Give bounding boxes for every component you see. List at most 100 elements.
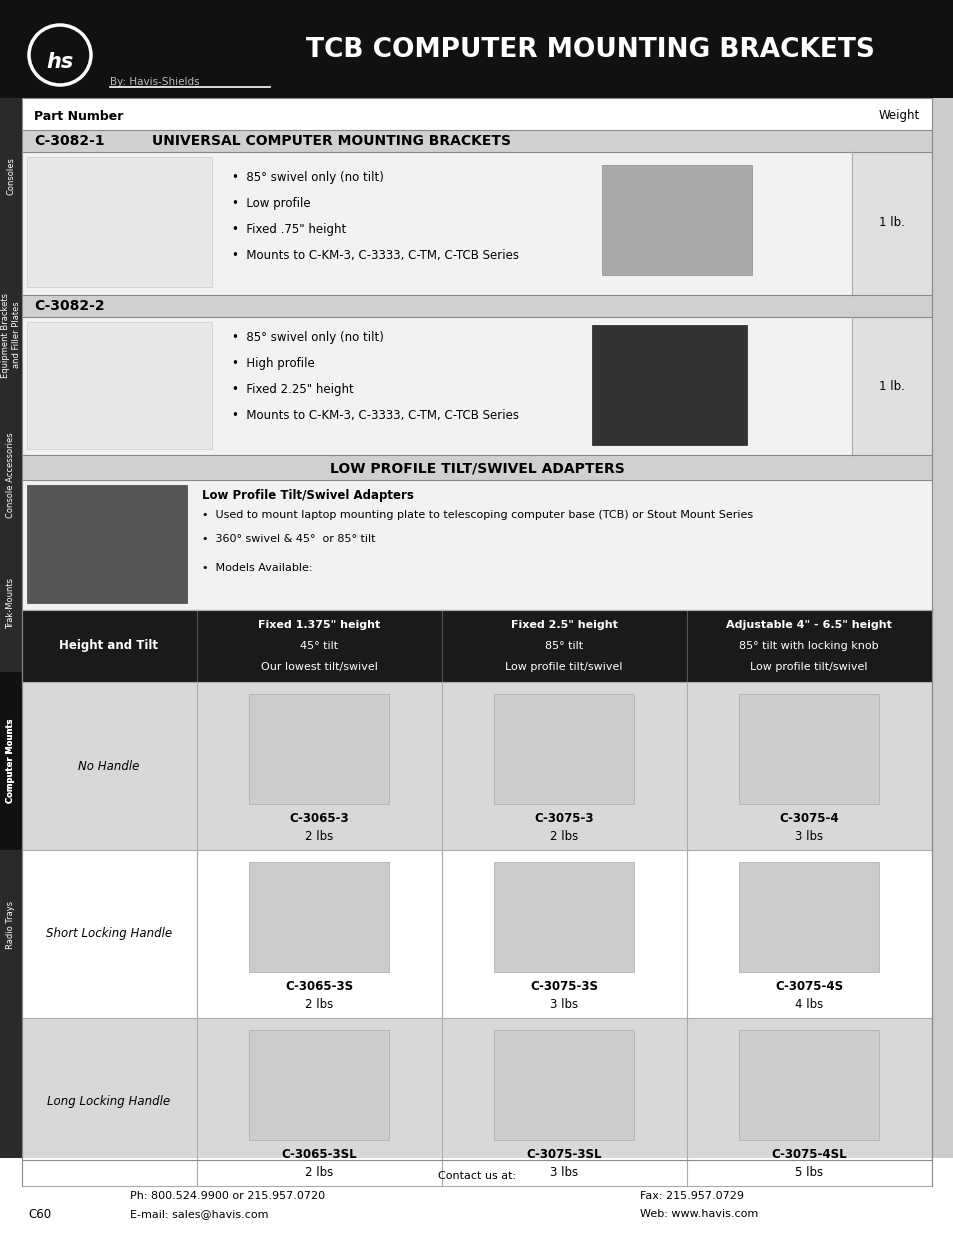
Text: •  Fixed 2.25" height: • Fixed 2.25" height — [232, 384, 354, 396]
Text: Consoles: Consoles — [7, 158, 15, 195]
Text: Our lowest tilt/swivel: Our lowest tilt/swivel — [260, 662, 377, 672]
Text: C-3075-4SL: C-3075-4SL — [770, 1147, 846, 1161]
Text: •  360° swivel & 45°  or 85° tilt: • 360° swivel & 45° or 85° tilt — [202, 534, 375, 543]
Bar — [22, 850, 931, 1018]
Text: C-3075-4: C-3075-4 — [779, 811, 838, 825]
Text: 85° tilt: 85° tilt — [544, 641, 582, 651]
Text: C-3075-3S: C-3075-3S — [530, 979, 598, 993]
Text: 2 lbs: 2 lbs — [305, 830, 333, 842]
Text: Short Locking Handle: Short Locking Handle — [46, 927, 172, 941]
Text: C-3065-3S: C-3065-3S — [285, 979, 353, 993]
Text: Equipment Brackets
and Filler Plates: Equipment Brackets and Filler Plates — [1, 293, 21, 378]
Text: hs: hs — [47, 52, 73, 72]
Bar — [22, 682, 931, 850]
Text: Fixed 2.5" height: Fixed 2.5" height — [510, 620, 617, 630]
Text: UNIVERSAL COMPUTER MOUNTING BRACKETS: UNIVERSAL COMPUTER MOUNTING BRACKETS — [152, 135, 511, 148]
Bar — [22, 1018, 931, 1186]
Text: 2 lbs: 2 lbs — [305, 998, 333, 1010]
Text: C-3082-1: C-3082-1 — [34, 135, 105, 148]
Text: Fax: 215.957.0729: Fax: 215.957.0729 — [639, 1191, 743, 1200]
Text: Computer Mounts: Computer Mounts — [7, 719, 15, 803]
Text: Low Profile Tilt/Swivel Adapters: Low Profile Tilt/Swivel Adapters — [202, 489, 414, 503]
Text: Long Locking Handle: Long Locking Handle — [48, 1095, 171, 1109]
Bar — [27, 322, 212, 450]
Bar — [22, 152, 931, 295]
Text: Computer Mounts: Computer Mounts — [7, 719, 15, 803]
Bar — [592, 325, 746, 445]
Text: •  85° swivel only (no tilt): • 85° swivel only (no tilt) — [232, 331, 383, 345]
Text: By: Havis-Shields: By: Havis-Shields — [110, 77, 199, 86]
Text: 4 lbs: 4 lbs — [794, 998, 822, 1010]
Text: 2 lbs: 2 lbs — [305, 1166, 333, 1178]
Bar — [27, 157, 212, 287]
Text: Weight: Weight — [878, 110, 919, 122]
Text: C60: C60 — [28, 1208, 51, 1220]
Bar — [601, 165, 751, 275]
Bar — [22, 610, 931, 682]
Text: •  Fixed .75" height: • Fixed .75" height — [232, 224, 346, 236]
Bar — [739, 862, 878, 972]
Text: Trak-Mounts: Trak-Mounts — [7, 578, 15, 629]
Text: Web: www.havis.com: Web: www.havis.com — [639, 1209, 758, 1219]
Bar — [249, 694, 389, 804]
Text: Part Number: Part Number — [34, 110, 123, 122]
Bar — [0, 98, 22, 1163]
Bar — [22, 295, 931, 317]
Text: Radio Trays: Radio Trays — [7, 902, 15, 948]
Text: 3 lbs: 3 lbs — [549, 1166, 578, 1178]
Bar — [22, 130, 931, 152]
Text: 5 lbs: 5 lbs — [794, 1166, 822, 1178]
Bar — [22, 317, 931, 454]
Bar — [249, 862, 389, 972]
Text: Low profile tilt/swivel: Low profile tilt/swivel — [505, 662, 622, 672]
Text: •  Used to mount laptop mounting plate to telescoping computer base (TCB) or Sto: • Used to mount laptop mounting plate to… — [202, 510, 752, 520]
Text: C-3082-2: C-3082-2 — [34, 299, 105, 312]
Text: Low profile tilt/swivel: Low profile tilt/swivel — [749, 662, 867, 672]
Text: C-3075-3: C-3075-3 — [534, 811, 593, 825]
Text: •  Mounts to C-KM-3, C-3333, C-TM, C-TCB Series: • Mounts to C-KM-3, C-3333, C-TM, C-TCB … — [232, 249, 518, 263]
Text: 85° tilt with locking knob: 85° tilt with locking knob — [739, 641, 878, 651]
Text: Fixed 1.375" height: Fixed 1.375" height — [257, 620, 379, 630]
Bar — [739, 694, 878, 804]
Bar — [22, 98, 931, 1160]
Text: Ph: 800.524.9900 or 215.957.0720: Ph: 800.524.9900 or 215.957.0720 — [130, 1191, 325, 1200]
Text: 3 lbs: 3 lbs — [549, 998, 578, 1010]
Bar — [931, 98, 953, 1163]
Bar — [494, 694, 634, 804]
Bar — [22, 98, 931, 130]
Bar — [22, 98, 931, 1160]
Text: •  High profile: • High profile — [232, 357, 314, 370]
Bar — [851, 152, 931, 295]
Text: Height and Tilt: Height and Tilt — [59, 640, 158, 652]
Text: Console Accessories: Console Accessories — [7, 432, 15, 517]
Text: Contact us at:: Contact us at: — [437, 1171, 516, 1181]
Text: 3 lbs: 3 lbs — [794, 830, 822, 842]
Bar — [22, 454, 931, 480]
Text: •  Mounts to C-KM-3, C-3333, C-TM, C-TCB Series: • Mounts to C-KM-3, C-3333, C-TM, C-TCB … — [232, 410, 518, 422]
Text: TCB COMPUTER MOUNTING BRACKETS: TCB COMPUTER MOUNTING BRACKETS — [305, 37, 874, 63]
Text: LOW PROFILE TILT/SWIVEL ADAPTERS: LOW PROFILE TILT/SWIVEL ADAPTERS — [330, 461, 623, 475]
Bar — [0, 1158, 953, 1235]
Text: No Handle: No Handle — [78, 760, 139, 773]
Bar — [22, 480, 931, 610]
Bar — [739, 1030, 878, 1140]
Text: C-3075-3SL: C-3075-3SL — [526, 1147, 601, 1161]
Bar — [494, 862, 634, 972]
Bar — [851, 317, 931, 454]
Text: Adjustable 4" - 6.5" height: Adjustable 4" - 6.5" height — [725, 620, 891, 630]
Text: 2 lbs: 2 lbs — [549, 830, 578, 842]
Bar — [249, 1030, 389, 1140]
Text: •  85° swivel only (no tilt): • 85° swivel only (no tilt) — [232, 172, 383, 184]
Text: C-3075-4S: C-3075-4S — [774, 979, 842, 993]
Text: 45° tilt: 45° tilt — [299, 641, 337, 651]
Text: C-3065-3SL: C-3065-3SL — [281, 1147, 356, 1161]
Bar — [0, 0, 953, 98]
Text: 1 lb.: 1 lb. — [878, 379, 904, 393]
Text: C-3065-3: C-3065-3 — [289, 811, 349, 825]
Text: •  Low profile: • Low profile — [232, 198, 311, 210]
Text: E-mail: sales@havis.com: E-mail: sales@havis.com — [130, 1209, 268, 1219]
Text: 1 lb.: 1 lb. — [878, 216, 904, 230]
Bar — [0, 672, 22, 850]
Bar — [27, 485, 187, 603]
Text: •  Models Available:: • Models Available: — [202, 563, 313, 573]
